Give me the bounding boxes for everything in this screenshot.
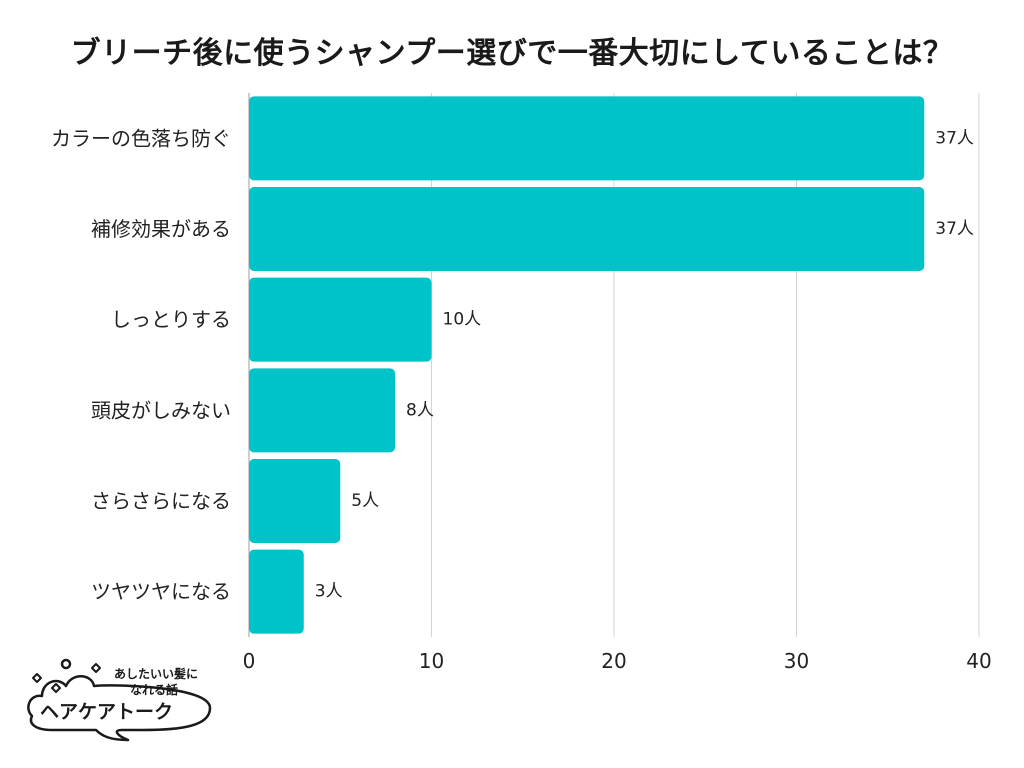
logo-tagline-1: あしたいい髪に — [114, 666, 198, 681]
x-tick-label-40: 40 — [966, 649, 991, 673]
category-label-3: 頭皮がしみない — [91, 398, 231, 422]
cloud-speech-bubble-icon — [27, 658, 212, 742]
value-label-1: 37人 — [935, 219, 974, 239]
category-label-2: しっとりする — [111, 308, 231, 332]
logo-tagline-2: なれる話 — [130, 682, 178, 697]
hair-care-talk-logo: あしたいい髪に なれる話 ヘアケアトーク — [27, 658, 212, 742]
bar-2 — [249, 277, 432, 362]
bar-5 — [249, 549, 304, 634]
value-label-0: 37人 — [935, 128, 974, 148]
category-label-0: カラーの色落ち防ぐ — [51, 126, 231, 150]
bar-3 — [249, 368, 395, 453]
category-label-4: さらさらになる — [91, 489, 231, 513]
category-label-1: 補修効果がある — [91, 217, 231, 241]
x-tick-label-20: 20 — [601, 649, 626, 673]
x-tick-label-30: 30 — [784, 649, 809, 673]
value-label-2: 10人 — [443, 310, 482, 330]
bar-1 — [249, 187, 925, 271]
category-label-5: ツヤツヤになる — [91, 580, 231, 604]
bar-0 — [249, 96, 925, 181]
value-label-4: 5人 — [351, 491, 379, 511]
value-label-3: 8人 — [406, 400, 434, 420]
value-label-5: 3人 — [315, 582, 343, 602]
bar-4 — [249, 459, 341, 543]
gridlines — [248, 93, 980, 637]
x-tick-labels: 0 10 20 30 40 — [243, 649, 992, 673]
bars — [249, 96, 925, 634]
x-tick-label-0: 0 — [243, 649, 256, 673]
category-labels: カラーの色落ち防ぐ補修効果があるしっとりする頭皮がしみないさらさらになるツヤツヤ… — [51, 126, 231, 603]
x-tick-label-10: 10 — [419, 649, 444, 673]
logo-name: ヘアケアトーク — [40, 701, 173, 723]
chart-title: ブリーチ後に使うシャンプー選びで一番大切にしていることは？ — [70, 36, 954, 71]
value-labels: 37人 37人 10人 8人 5人 3人 — [315, 128, 974, 601]
